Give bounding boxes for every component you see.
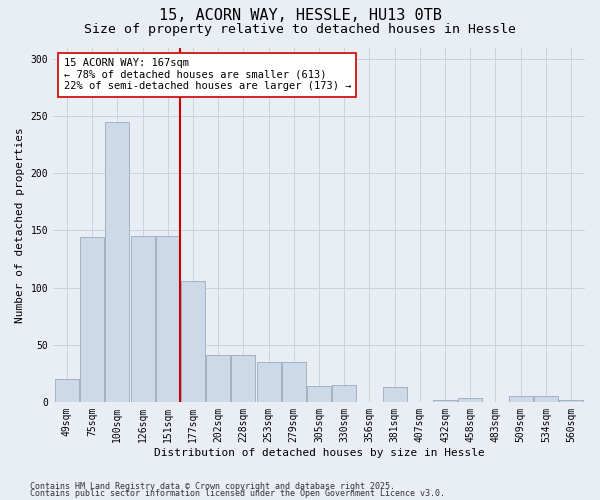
Text: 15 ACORN WAY: 167sqm
← 78% of detached houses are smaller (613)
22% of semi-deta: 15 ACORN WAY: 167sqm ← 78% of detached h…: [64, 58, 351, 92]
Bar: [181, 280, 205, 402]
Bar: [559, 400, 583, 402]
Bar: [307, 386, 331, 402]
Bar: [257, 362, 281, 402]
Bar: [232, 355, 256, 402]
Text: Contains public sector information licensed under the Open Government Licence v3: Contains public sector information licen…: [30, 488, 445, 498]
Text: 15, ACORN WAY, HESSLE, HU13 0TB: 15, ACORN WAY, HESSLE, HU13 0TB: [158, 8, 442, 22]
Bar: [206, 355, 230, 402]
Bar: [458, 398, 482, 402]
X-axis label: Distribution of detached houses by size in Hessle: Distribution of detached houses by size …: [154, 448, 484, 458]
Bar: [433, 400, 457, 402]
Bar: [156, 236, 180, 402]
Bar: [534, 396, 558, 402]
Text: Contains HM Land Registry data © Crown copyright and database right 2025.: Contains HM Land Registry data © Crown c…: [30, 482, 395, 491]
Bar: [332, 384, 356, 402]
Bar: [282, 362, 306, 402]
Bar: [55, 379, 79, 402]
Bar: [106, 122, 130, 402]
Bar: [80, 237, 104, 402]
Y-axis label: Number of detached properties: Number of detached properties: [15, 127, 25, 322]
Text: Size of property relative to detached houses in Hessle: Size of property relative to detached ho…: [84, 22, 516, 36]
Bar: [383, 387, 407, 402]
Bar: [131, 236, 155, 402]
Bar: [509, 396, 533, 402]
